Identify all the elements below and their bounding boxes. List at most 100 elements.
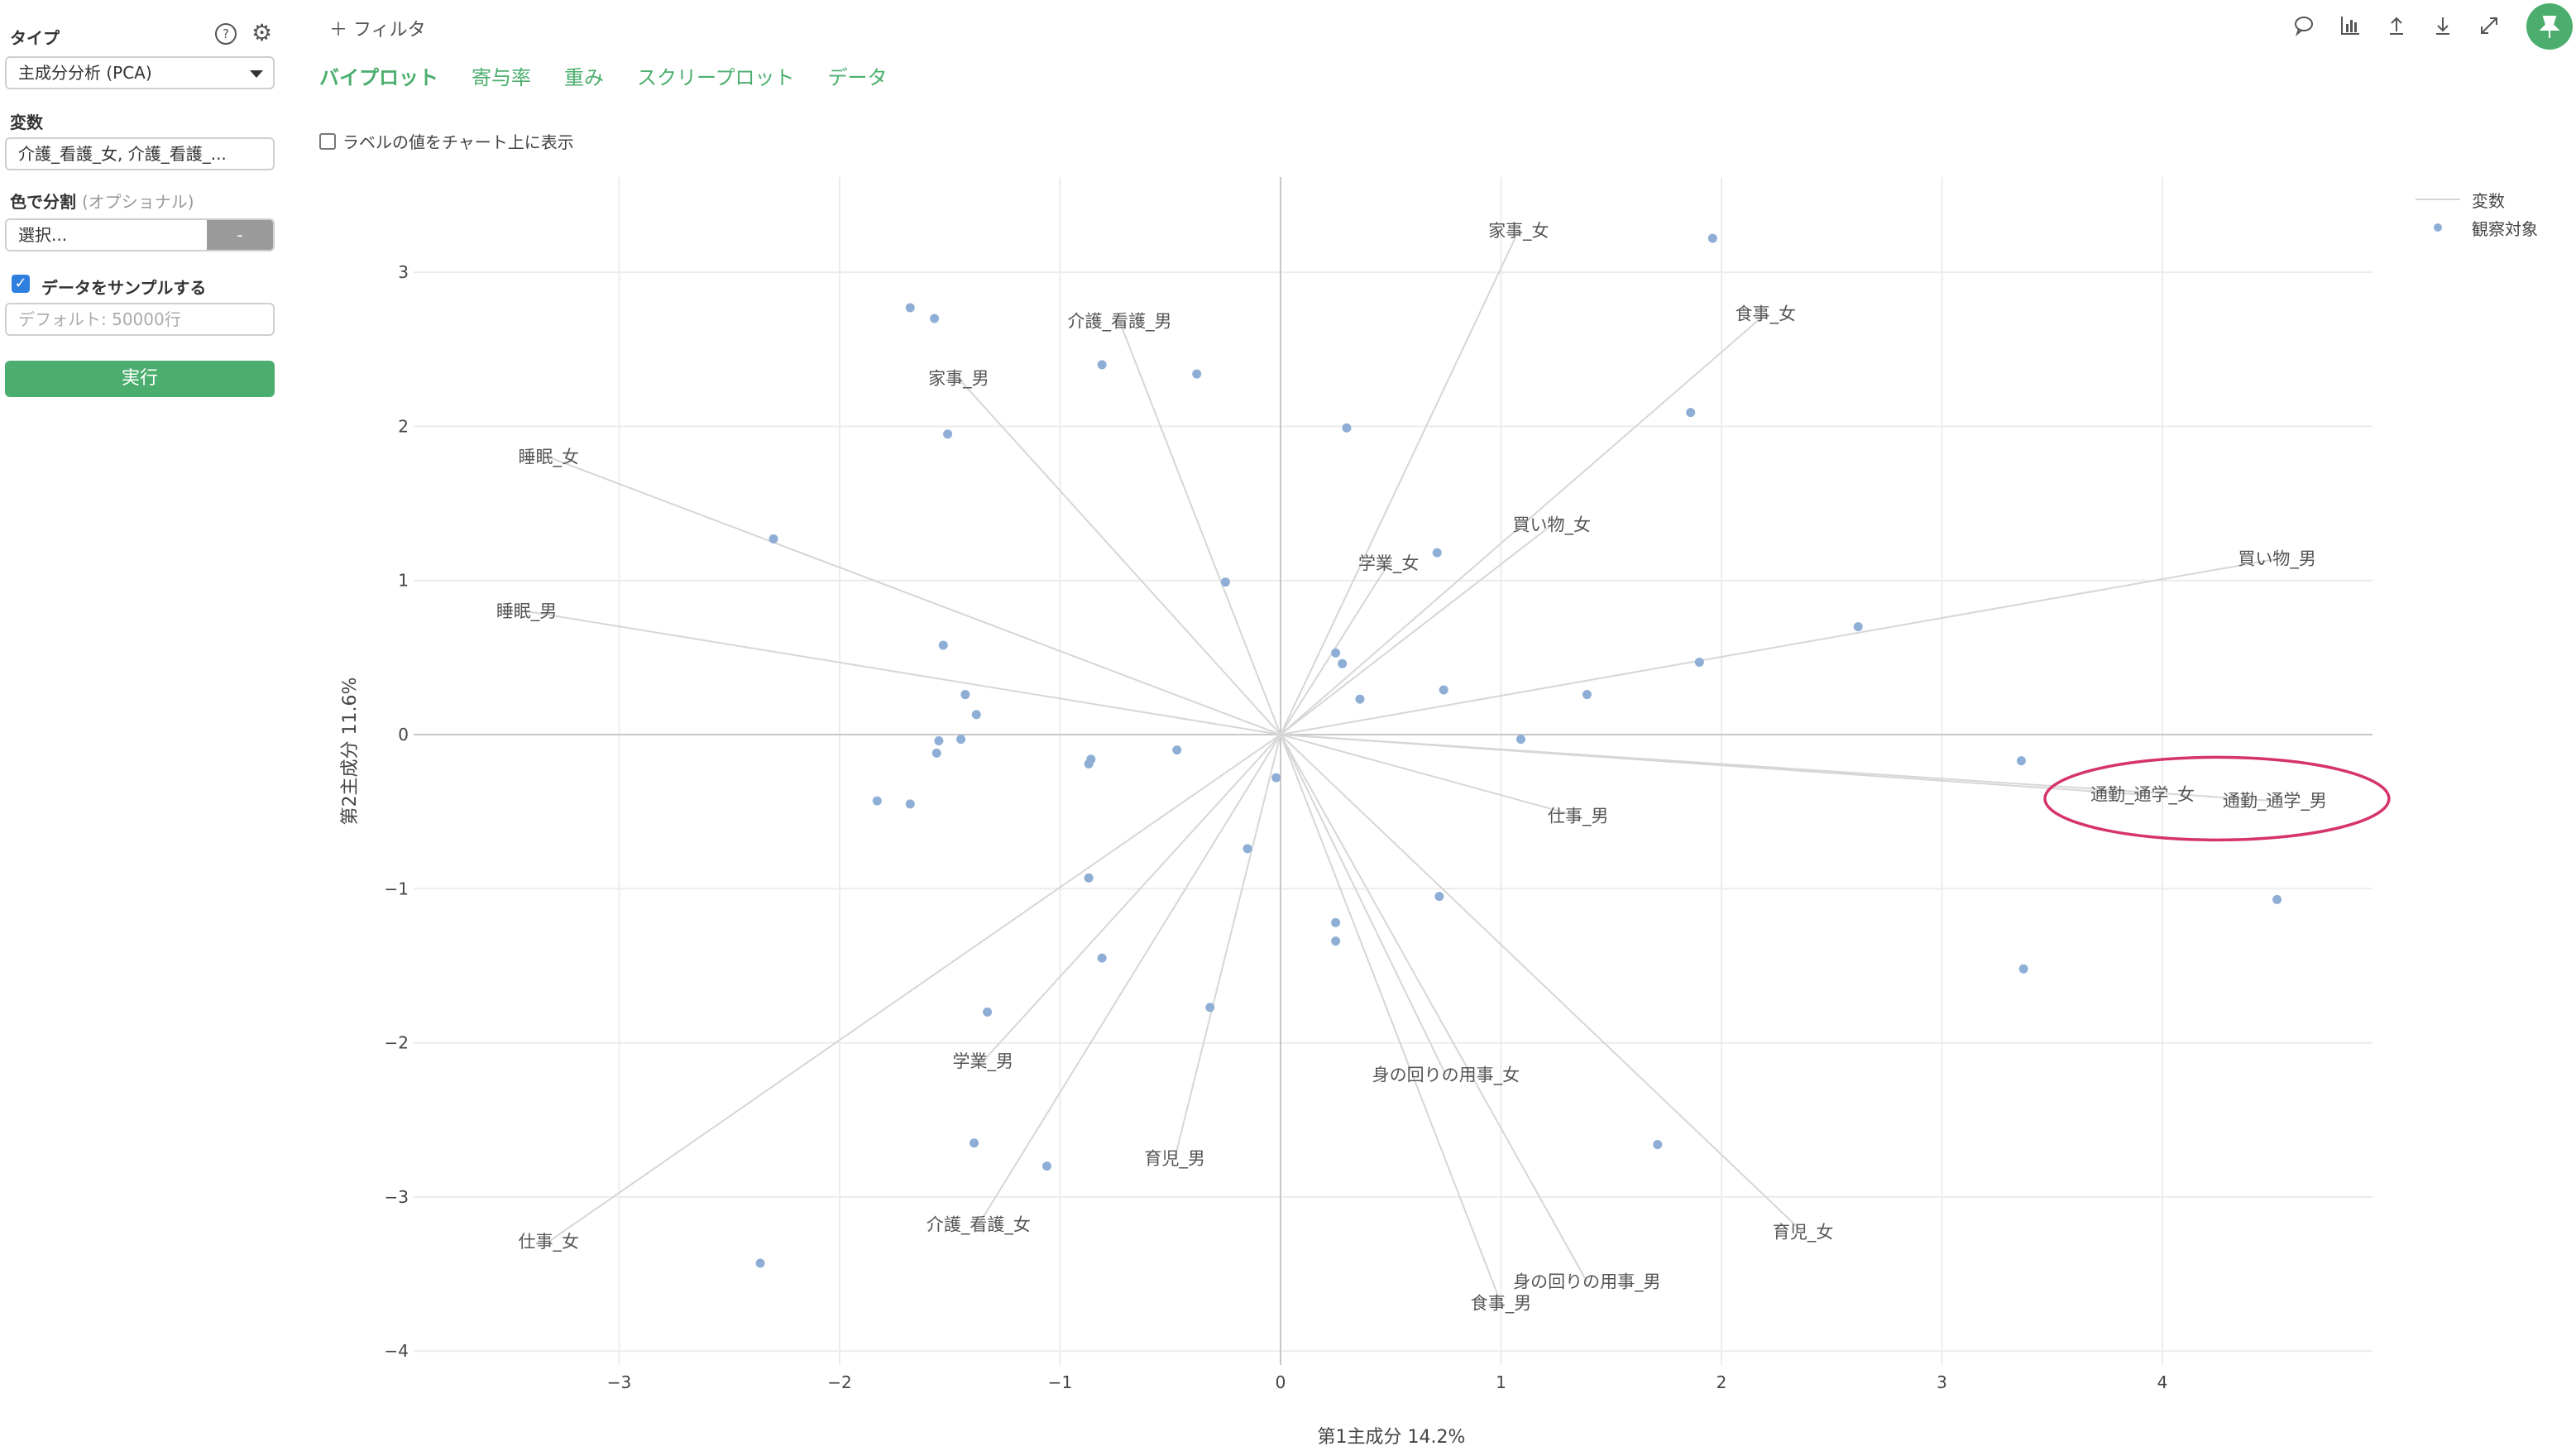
observation-point[interactable] (1205, 1003, 1215, 1013)
observation-point[interactable] (1084, 873, 1094, 883)
observation-point[interactable] (1515, 735, 1525, 745)
observation-point[interactable] (1707, 233, 1717, 243)
loading-label: 介護_看護_男 (1067, 312, 1171, 333)
loading-label: 学業_男 (952, 1051, 1013, 1072)
loading-label: 通勤_通学_男 (2223, 791, 2327, 812)
observation-point[interactable] (2272, 894, 2282, 904)
download-icon[interactable] (2430, 13, 2455, 38)
observation-point[interactable] (2018, 964, 2028, 974)
observation-point[interactable] (1243, 844, 1252, 854)
observation-point[interactable] (1331, 917, 1341, 927)
expand-icon[interactable] (2477, 13, 2502, 38)
observation-point[interactable] (1342, 423, 1352, 433)
observation-point[interactable] (1084, 759, 1094, 769)
comment-icon[interactable] (2291, 13, 2316, 38)
observation-point[interactable] (1172, 745, 1182, 755)
sample-checkbox[interactable]: ✓ (12, 275, 30, 293)
y-tick-label: −1 (385, 879, 409, 898)
observation-point[interactable] (931, 748, 941, 758)
observation-point[interactable] (768, 534, 778, 544)
bar-chart-icon[interactable] (2338, 13, 2363, 38)
legend-item-variables[interactable]: 変数 (2416, 185, 2538, 213)
legend-dot-swatch (2434, 223, 2442, 232)
observation-point[interactable] (1338, 658, 1348, 668)
plus-icon: ＋ (329, 20, 348, 41)
legend: 変数 観察対象 (2416, 185, 2538, 242)
loading-label: 身の回りの用事_男 (1513, 1271, 1661, 1292)
loading-label: 身の回りの用事_女 (1372, 1066, 1520, 1086)
tab-scree-plot[interactable]: スクリープロット (637, 66, 795, 89)
observation-point[interactable] (1271, 773, 1281, 783)
sample-label: データをサンプルする (41, 278, 207, 298)
loading-vector (958, 377, 1281, 735)
observation-point[interactable] (1042, 1161, 1052, 1171)
variables-field[interactable]: 介護_看護_女, 介護_看護_... (5, 137, 275, 170)
observation-point[interactable] (755, 1258, 765, 1268)
observation-point[interactable] (905, 303, 915, 313)
observation-point[interactable] (1097, 360, 1107, 370)
legend-item-observations[interactable]: 観察対象 (2416, 213, 2538, 242)
observation-point[interactable] (905, 799, 915, 809)
loading-vector (1280, 524, 1553, 735)
add-filter-button[interactable]: ＋ フィルタ (329, 15, 426, 41)
observation-point[interactable] (2016, 756, 2026, 766)
observation-point[interactable] (1331, 648, 1341, 658)
color-split-clear-button[interactable]: - (207, 220, 273, 250)
legend-label-observations: 観察対象 (2472, 218, 2538, 239)
tab-contribution[interactable]: 寄与率 (472, 66, 531, 89)
loading-vector (1280, 230, 1520, 735)
question-circle-icon[interactable]: ? (215, 23, 237, 45)
observation-point[interactable] (1434, 892, 1444, 902)
tab-weights[interactable]: 重み (564, 66, 604, 89)
pin-icon[interactable] (2526, 3, 2573, 50)
observation-point[interactable] (943, 429, 953, 439)
y-tick-label: −4 (385, 1341, 409, 1361)
x-tick-label: 1 (1496, 1372, 1506, 1392)
y-tick-label: 2 (398, 416, 409, 436)
observation-point[interactable] (983, 1007, 993, 1017)
loading-vector (1280, 734, 1447, 1076)
observation-point[interactable] (1686, 408, 1696, 418)
color-split-select[interactable]: 選択... - (5, 218, 275, 251)
sample-size-input[interactable]: デフォルト: 50000行 (5, 303, 275, 336)
loading-label: 学業_女 (1358, 553, 1420, 574)
observation-point[interactable] (938, 640, 948, 650)
x-tick-label: −3 (607, 1372, 631, 1392)
y-tick-label: −3 (385, 1187, 409, 1207)
variables-label: 変数 (10, 113, 43, 132)
show-labels-option[interactable]: ラベルの値をチャート上に表示 (319, 129, 574, 153)
color-split-placeholder: 選択... (18, 225, 68, 245)
observation-point[interactable] (971, 710, 981, 720)
tab-bar: バイプロット 寄与率 重み スクリープロット データ (319, 61, 888, 90)
observation-point[interactable] (872, 796, 882, 806)
observation-point[interactable] (1331, 936, 1341, 946)
observation-point[interactable] (970, 1138, 979, 1148)
type-select[interactable]: 主成分分析 (PCA) (5, 56, 275, 89)
loading-label: 育児_男 (1144, 1148, 1205, 1169)
upload-icon[interactable] (2384, 13, 2409, 38)
observation-point[interactable] (956, 735, 966, 745)
observation-point[interactable] (960, 690, 970, 700)
observation-point[interactable] (1220, 577, 1230, 587)
color-split-label: 色で分割 (オプショナル) (10, 189, 194, 213)
loading-vector (1280, 313, 1766, 735)
loading-vector (1280, 734, 1502, 1304)
observation-point[interactable] (1694, 657, 1704, 667)
tab-biplot[interactable]: バイプロット (319, 66, 438, 89)
show-labels-checkbox[interactable] (319, 132, 336, 150)
observation-point[interactable] (1097, 953, 1107, 963)
loading-vector (1118, 321, 1281, 735)
sidebar: タイプ ? ⚙ 主成分分析 (PCA) 変数 介護_看護_女, 介護_看護_..… (0, 0, 285, 1451)
observation-point[interactable] (1439, 685, 1448, 695)
observation-point[interactable] (930, 314, 940, 323)
gear-icon[interactable]: ⚙ (251, 19, 273, 46)
observation-point[interactable] (1582, 690, 1592, 700)
observation-point[interactable] (1653, 1140, 1663, 1150)
tab-data[interactable]: データ (827, 66, 888, 89)
observation-point[interactable] (1432, 548, 1442, 558)
run-button[interactable]: 実行 (5, 361, 275, 397)
observation-point[interactable] (934, 735, 944, 745)
observation-point[interactable] (1853, 622, 1863, 632)
observation-point[interactable] (1192, 369, 1202, 379)
observation-point[interactable] (1355, 694, 1365, 704)
